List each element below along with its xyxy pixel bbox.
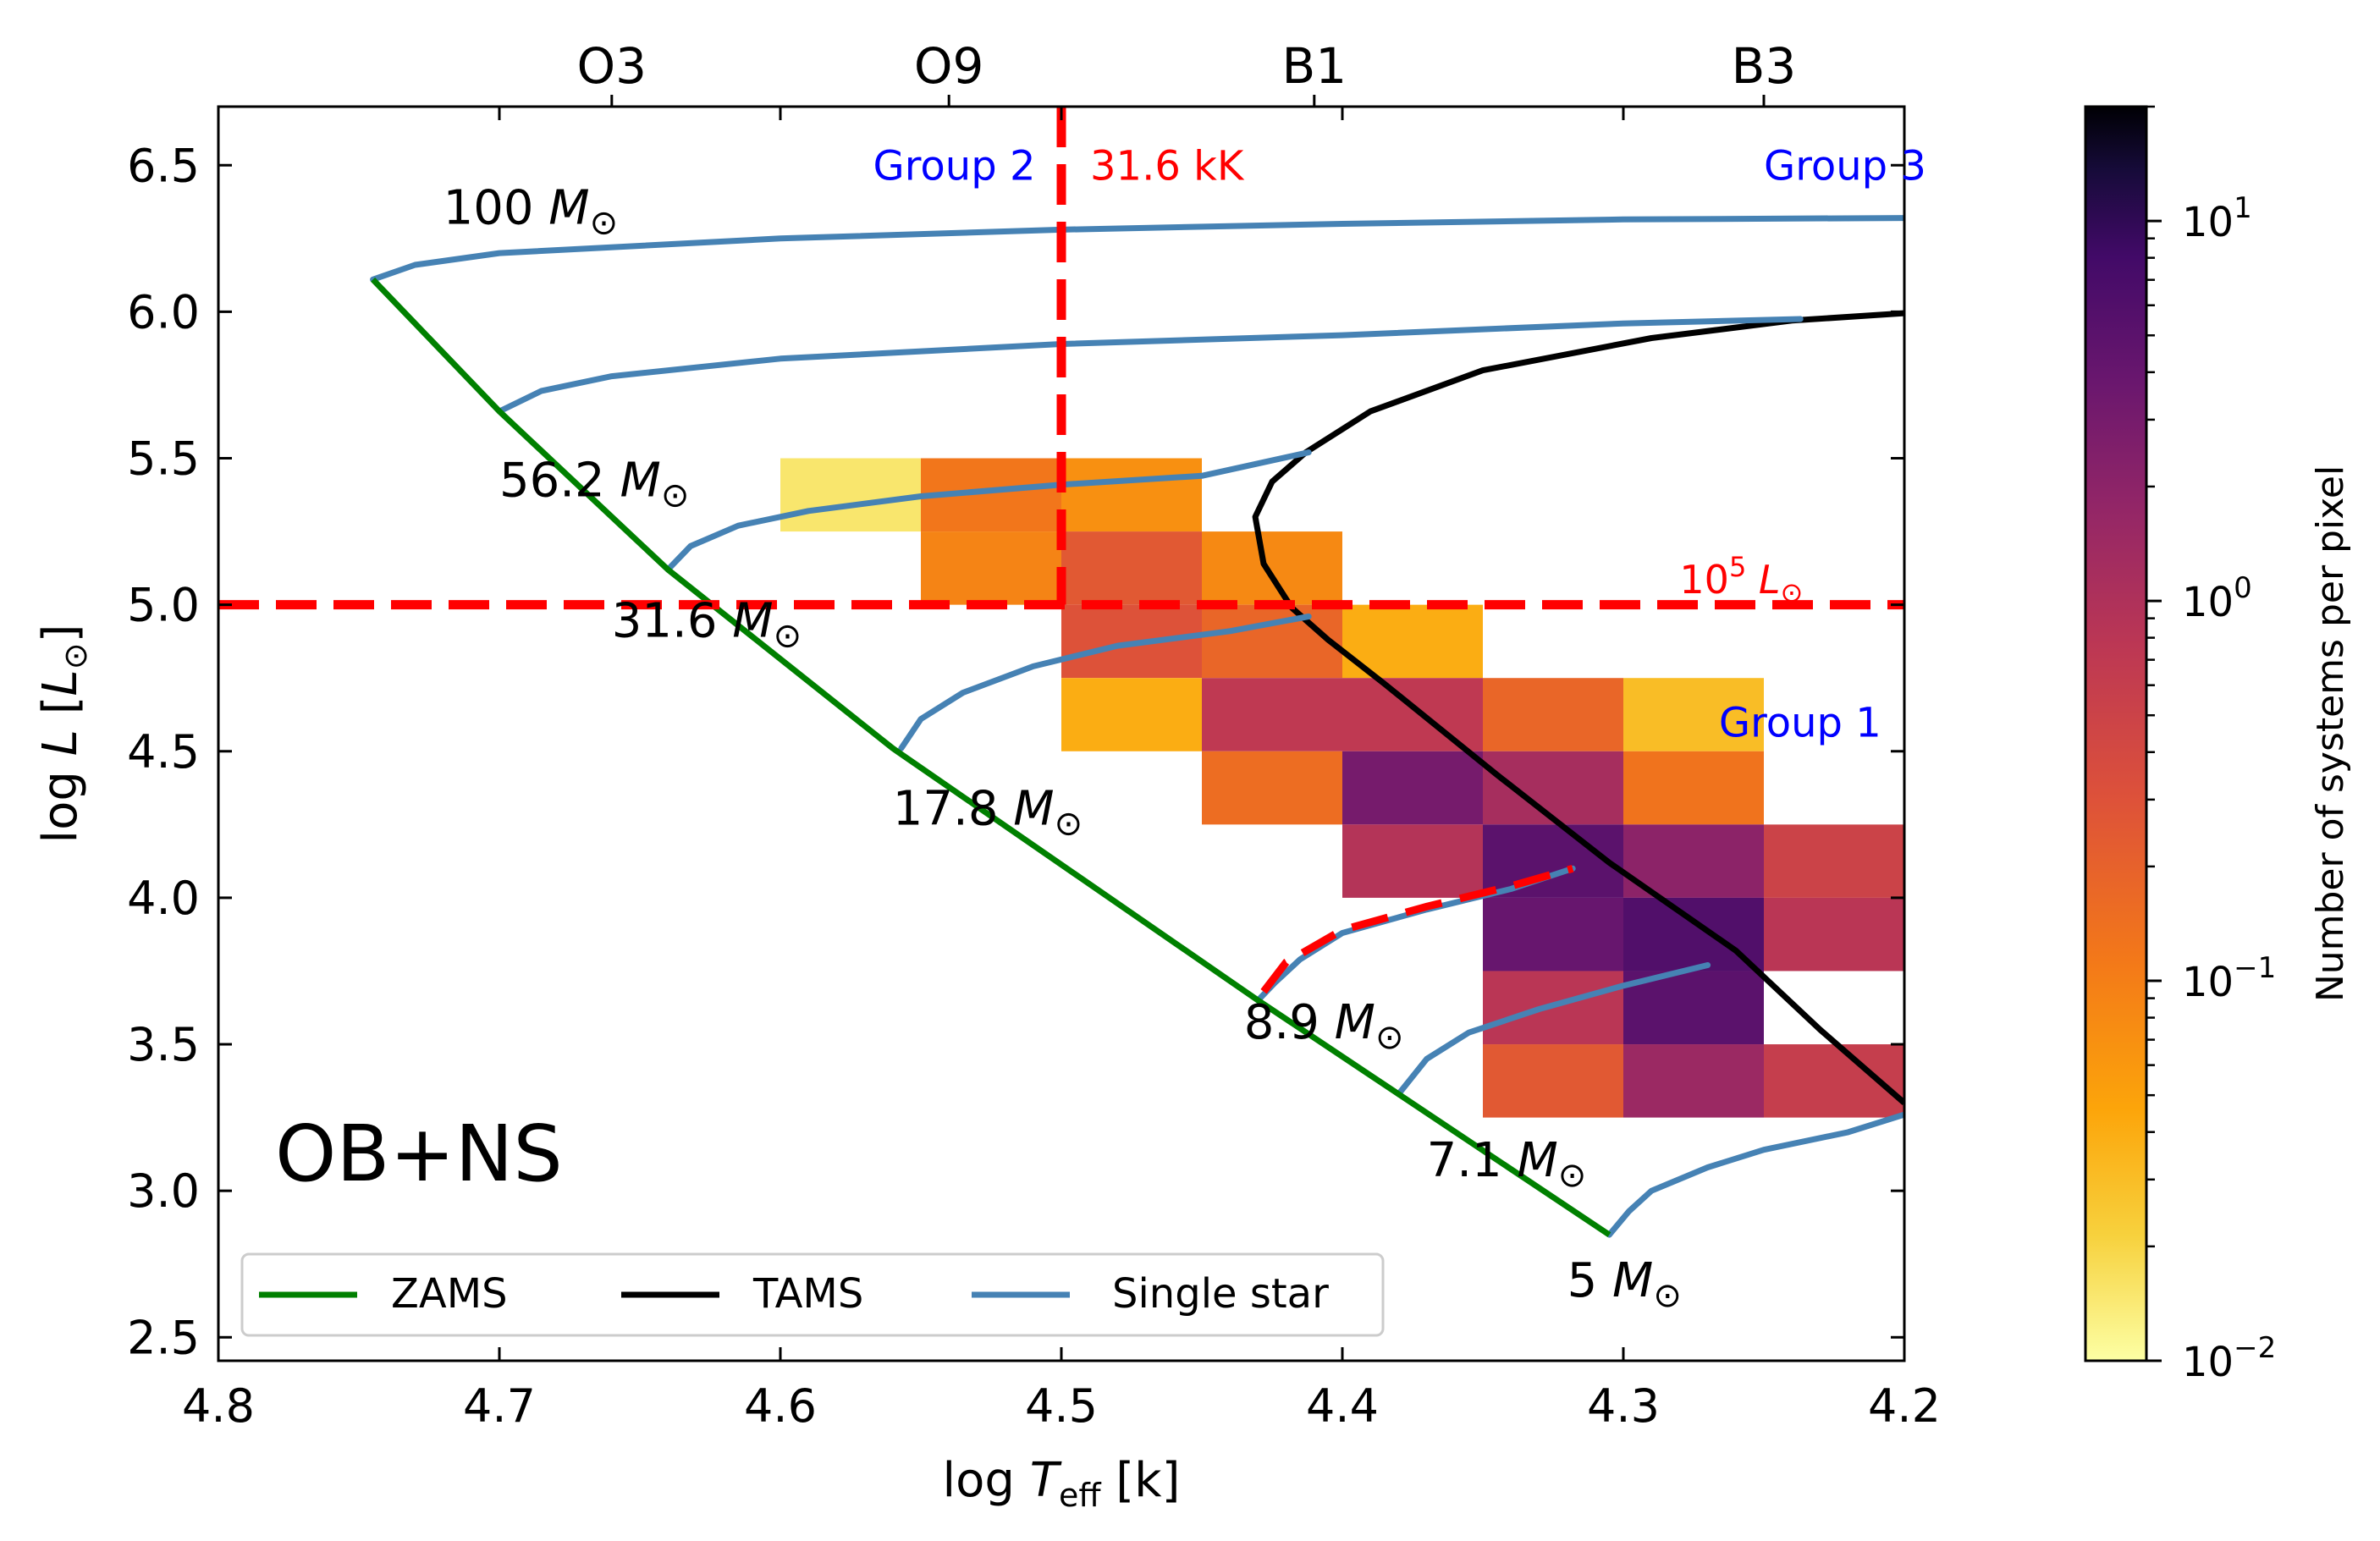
x-tick-label: 4.2 bbox=[1868, 1379, 1941, 1433]
mass-label: 17.8 M⊙ bbox=[893, 781, 1083, 843]
heatmap-cell bbox=[1623, 1044, 1764, 1118]
single-star-track bbox=[1606, 1111, 1904, 1238]
y-tick-label: 3.0 bbox=[127, 1164, 200, 1218]
mass-label: 7.1 M⊙ bbox=[1427, 1133, 1587, 1195]
spectral-type-label: O3 bbox=[577, 37, 647, 95]
y-tick-label: 3.5 bbox=[127, 1018, 200, 1071]
x-tick-label: 4.5 bbox=[1025, 1379, 1098, 1433]
legend: ZAMS TAMS Single star bbox=[240, 1252, 1385, 1337]
heatmap-cell bbox=[1202, 678, 1342, 751]
heatmap-cell bbox=[1061, 458, 1202, 532]
x-tick-label: 4.6 bbox=[744, 1379, 817, 1433]
spectral-type-label: B1 bbox=[1281, 37, 1347, 95]
heatmap-cell bbox=[1202, 604, 1342, 679]
heatmap-cell bbox=[1483, 824, 1623, 898]
heatmap-cell bbox=[1623, 678, 1764, 751]
zams-line bbox=[371, 277, 1611, 1238]
colorbar: 101 100 10−1 10−2 Number of systems per pix… bbox=[2084, 105, 2352, 1386]
x-tick-label: 4.4 bbox=[1306, 1379, 1379, 1433]
annotations: 100 M⊙ 56.2 M⊙ 31.6 M⊙ 17.8 M⊙ 8.9 M⊙ 7.1 M⊙ 5… bbox=[443, 143, 1926, 1315]
heatmap-cell bbox=[1061, 531, 1202, 605]
heatmap-cell bbox=[1483, 678, 1623, 751]
heatmap-cell bbox=[1342, 678, 1483, 751]
y-tick-label: 6.0 bbox=[127, 285, 200, 338]
y-tick-label: 2.5 bbox=[127, 1311, 200, 1364]
heatmap-cell bbox=[1061, 678, 1202, 751]
x-tick-label: 4.7 bbox=[463, 1379, 536, 1433]
colorbar-ticks: 101 100 10−1 10−2 bbox=[2146, 105, 2276, 1386]
group-label: Group 3 bbox=[1764, 143, 1926, 190]
x-tick-label: 4.8 bbox=[182, 1379, 255, 1433]
panel-label: OB+NS bbox=[275, 1109, 563, 1199]
reference-lines bbox=[218, 107, 1904, 610]
spectral-type-label: B3 bbox=[1732, 37, 1797, 95]
group-label: Group 1 bbox=[1719, 699, 1881, 746]
y-tick-label: 5.5 bbox=[127, 432, 200, 486]
temperature-reference-label: 31.6 kK bbox=[1090, 143, 1245, 190]
y-tick-label: 6.5 bbox=[127, 139, 200, 192]
spectral-type-label: O9 bbox=[914, 37, 984, 95]
y-axis-title: log L [L⊙] bbox=[33, 625, 94, 844]
heatmap-cell bbox=[1764, 897, 1904, 971]
heatmap-cell bbox=[1342, 824, 1483, 898]
heatmap-cell bbox=[1483, 751, 1623, 825]
colorbar-gradient bbox=[2084, 105, 2148, 1362]
colorbar-tick-label: 10−1 bbox=[2182, 951, 2276, 1006]
colorbar-tick-label: 101 bbox=[2182, 191, 2252, 246]
heatmap-cell bbox=[1202, 751, 1342, 825]
single-star-track bbox=[370, 215, 1904, 283]
axes: 4.8 4.7 4.6 4.5 4.4 4.3 4.2 2.5 3.0 3.5 4.0 4.5 5.0 5… bbox=[33, 37, 1941, 1514]
heatmap-cell bbox=[1483, 1044, 1623, 1118]
heatmap-cell bbox=[1623, 751, 1764, 825]
heatmap-cell bbox=[1623, 971, 1764, 1045]
legend-label-single-star: Single star bbox=[1112, 1270, 1329, 1318]
mass-label: 100 M⊙ bbox=[443, 181, 619, 243]
heatmap-cell bbox=[1342, 751, 1483, 825]
single-star-track bbox=[898, 614, 1312, 751]
mass-label: 5 M⊙ bbox=[1567, 1253, 1682, 1315]
colorbar-tick-label: 10−2 bbox=[2182, 1331, 2276, 1386]
heatmap-cell bbox=[1483, 897, 1623, 971]
luminosity-reference-label: 105 L⊙ bbox=[1679, 551, 1803, 608]
y-tick-label: 4.5 bbox=[127, 725, 200, 779]
legend-label-tams: TAMS bbox=[752, 1270, 863, 1318]
y-tick-label: 5.0 bbox=[127, 579, 200, 632]
heatmap bbox=[780, 458, 1904, 1118]
single-star-track bbox=[496, 316, 1804, 415]
legend-label-zams: ZAMS bbox=[391, 1270, 508, 1318]
heatmap-cell bbox=[1764, 824, 1904, 898]
heatmap-cell bbox=[1202, 531, 1342, 605]
evolution-tracks bbox=[370, 215, 1904, 1238]
group-label: Group 2 bbox=[873, 143, 1036, 190]
heatmap-cell bbox=[780, 458, 921, 532]
y-tick-label: 4.0 bbox=[127, 872, 200, 925]
mass-label: 31.6 M⊙ bbox=[612, 594, 802, 656]
single-star-track bbox=[1395, 962, 1711, 1098]
tams-line bbox=[1252, 310, 1904, 1105]
colorbar-tick-label: 100 bbox=[2182, 571, 2252, 626]
x-tick-label: 4.3 bbox=[1587, 1379, 1660, 1433]
x-axis-title: log Teff [k] bbox=[943, 1453, 1181, 1514]
heatmap-cell bbox=[921, 531, 1061, 605]
mass-label: 8.9 M⊙ bbox=[1244, 995, 1404, 1057]
mass-label: 56.2 M⊙ bbox=[499, 454, 689, 515]
colorbar-label: Number of systems per pixel bbox=[2309, 465, 2352, 1002]
single-star-track bbox=[664, 449, 1312, 573]
red-dashed-track-segment bbox=[1260, 864, 1574, 994]
